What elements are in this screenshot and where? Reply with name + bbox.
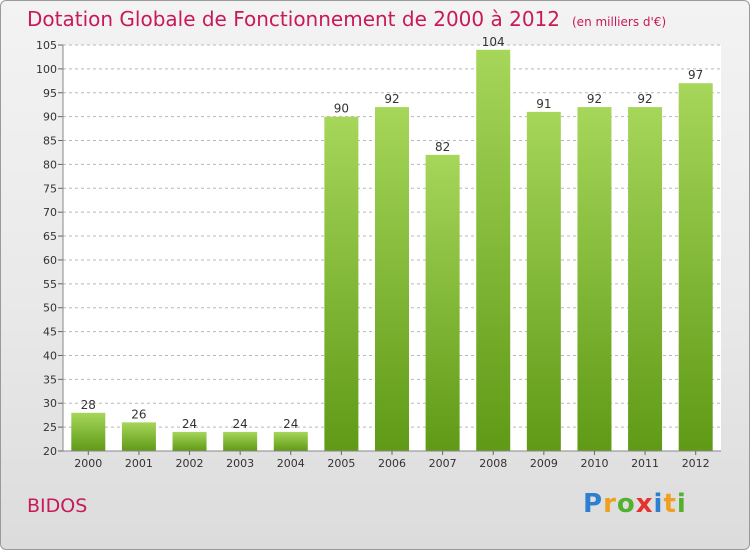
data-labels: 28 26 24 24 24 90 92 82 104 91 92 92 97	[81, 35, 704, 431]
bar-2003	[223, 431, 258, 451]
bar-2008	[476, 49, 511, 452]
data-label-2008: 104	[482, 35, 505, 49]
bar-2011	[628, 107, 663, 451]
bar-2000	[71, 412, 106, 451]
unit-note: (en milliers d'€)	[572, 15, 667, 29]
data-label-2010: 92	[587, 92, 602, 106]
x-tick-label: 2004	[277, 457, 305, 470]
bar-2004	[273, 431, 308, 451]
y-tick-label: 60	[43, 254, 57, 267]
x-tick-label: 2008	[479, 457, 507, 470]
x-tick-label: 2010	[580, 457, 608, 470]
y-tick-label: 95	[43, 87, 57, 100]
data-label-2005: 90	[334, 102, 349, 116]
x-tick-label: 2012	[682, 457, 710, 470]
data-label-2000: 28	[81, 398, 96, 412]
y-tick-label: 45	[43, 326, 57, 339]
data-label-2003: 24	[233, 417, 248, 431]
bar-2001	[121, 422, 156, 451]
place-name: BIDOS	[27, 495, 88, 517]
y-tick-label: 20	[43, 445, 57, 458]
bar-2010	[577, 107, 612, 451]
bar-2005	[324, 116, 359, 451]
y-tick-label: 55	[43, 278, 57, 291]
bar-2007	[425, 154, 460, 451]
bar-2009	[526, 111, 561, 451]
y-tick-label: 85	[43, 135, 57, 148]
y-tick-label: 50	[43, 302, 57, 315]
data-label-2002: 24	[182, 417, 197, 431]
x-tick-label: 2007	[429, 457, 457, 470]
y-tick-label: 80	[43, 158, 57, 171]
x-tick-label: 2000	[74, 457, 102, 470]
data-label-2004: 24	[283, 417, 298, 431]
y-tick-label: 35	[43, 373, 57, 386]
data-label-2012: 97	[688, 68, 703, 82]
y-tick-label: 75	[43, 182, 57, 195]
data-label-2007: 82	[435, 140, 450, 154]
x-tick-label: 2011	[631, 457, 659, 470]
y-tick-label: 100	[36, 63, 57, 76]
bar-2012	[678, 83, 713, 451]
x-axis: 2000 2001 2002 2003 2004 2005 2006 2007 2008 2009…	[63, 450, 721, 470]
x-tick-label: 2003	[226, 457, 254, 470]
x-tick-label: 2006	[378, 457, 406, 470]
data-label-2011: 92	[637, 92, 652, 106]
x-tick-label: 2005	[327, 457, 355, 470]
y-tick-label: 40	[43, 349, 57, 362]
bar-2002	[172, 431, 207, 451]
bar-2006	[375, 107, 409, 451]
data-label-2009: 91	[536, 97, 551, 111]
y-tick-label: 70	[43, 206, 57, 219]
x-tick-label: 2001	[125, 457, 153, 470]
x-tick-label: 2009	[530, 457, 558, 470]
y-axis: 20 25 30 35 40 45 50 55 60 65 70 75 80 85 90 95 100 105	[36, 39, 64, 458]
y-tick-label: 65	[43, 230, 57, 243]
x-tick-label: 2002	[176, 457, 204, 470]
y-tick-label: 25	[43, 421, 57, 434]
data-label-2006: 92	[384, 92, 399, 106]
proxiti-logo[interactable]: Proxiti	[583, 489, 687, 519]
data-label-2001: 26	[131, 407, 146, 421]
chart-title: Dotation Globale de Fonctionnement de 20…	[27, 7, 666, 31]
chart-title-text: Dotation Globale de Fonctionnement de 20…	[27, 7, 560, 31]
y-tick-label: 90	[43, 111, 57, 124]
y-tick-label: 105	[36, 39, 57, 52]
y-tick-label: 30	[43, 397, 57, 410]
bars	[71, 49, 713, 452]
